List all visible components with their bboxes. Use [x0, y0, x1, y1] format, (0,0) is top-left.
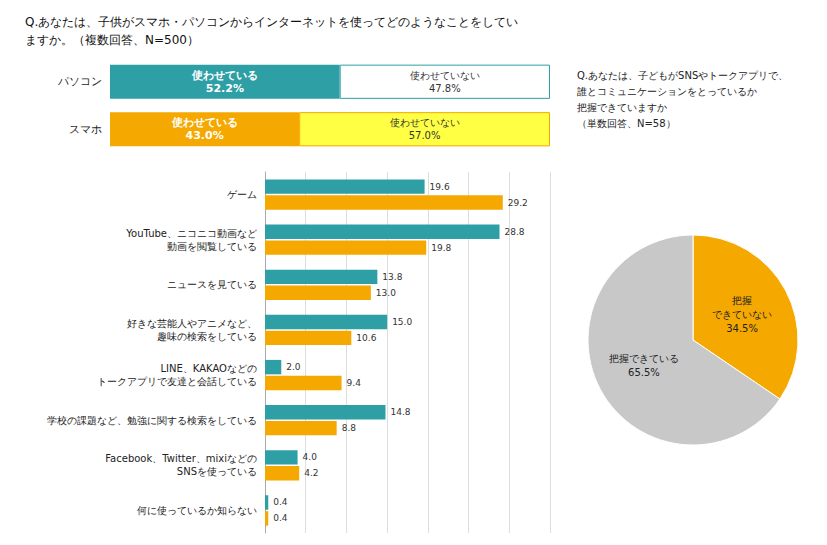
svg-text:34.5%: 34.5% — [726, 323, 758, 334]
svg-text:Q.あなたは、子どもがSNSやトークアプリで、: Q.あなたは、子どもがSNSやトークアプリで、 — [577, 70, 788, 81]
svg-text:LINE、KAKAOなどの: LINE、KAKAOなどの — [161, 363, 257, 374]
svg-text:4.0: 4.0 — [303, 452, 318, 462]
svg-text:把握できている: 把握できている — [609, 353, 679, 364]
svg-text:52.2%: 52.2% — [206, 82, 244, 95]
svg-text:4.2: 4.2 — [304, 468, 318, 478]
svg-text:9.4: 9.4 — [347, 378, 362, 388]
svg-text:2.0: 2.0 — [286, 362, 301, 372]
svg-text:スマホ: スマホ — [69, 123, 102, 136]
svg-text:把握: 把握 — [732, 295, 752, 306]
svg-text:47.8%: 47.8% — [429, 83, 461, 94]
svg-text:10.6: 10.6 — [356, 333, 376, 343]
svg-text:使わせている: 使わせている — [171, 116, 238, 129]
svg-text:65.5%: 65.5% — [628, 367, 660, 378]
svg-text:29.2: 29.2 — [508, 198, 528, 208]
svg-text:ニュースを見ている: ニュースを見ている — [167, 279, 257, 290]
svg-text:57.0%: 57.0% — [409, 130, 441, 141]
svg-text:13.0: 13.0 — [376, 288, 396, 298]
svg-text:SNSを使っている: SNSを使っている — [177, 466, 257, 477]
svg-text:できていない: できていない — [712, 309, 772, 320]
svg-text:15.0: 15.0 — [392, 317, 412, 327]
svg-text:19.6: 19.6 — [430, 182, 450, 192]
svg-text:使わせていない: 使わせていない — [410, 70, 480, 81]
svg-text:ゲーム: ゲーム — [227, 189, 257, 200]
svg-text:43.0%: 43.0% — [186, 129, 224, 142]
svg-text:好きな芸能人やアニメなど、: 好きな芸能人やアニメなど、 — [127, 318, 257, 329]
svg-text:（単数回答、N=58）: （単数回答、N=58） — [577, 118, 676, 129]
svg-text:誰とコミュニケーションをとっているか: 誰とコミュニケーションをとっているか — [577, 86, 757, 97]
svg-text:YouTube、ニコニコ動画など: YouTube、ニコニコ動画など — [125, 228, 257, 239]
svg-text:使わせている: 使わせている — [191, 69, 258, 82]
svg-text:0.4: 0.4 — [273, 497, 288, 507]
svg-text:0.4: 0.4 — [273, 513, 288, 523]
svg-text:8.8: 8.8 — [342, 423, 357, 433]
svg-text:13.8: 13.8 — [382, 272, 402, 282]
svg-text:Facebook、Twitter、mixiなどの: Facebook、Twitter、mixiなどの — [105, 453, 257, 464]
svg-text:使わせていない: 使わせていない — [390, 117, 460, 128]
svg-text:19.8: 19.8 — [431, 243, 451, 253]
svg-text:趣味の検索をしている: 趣味の検索をしている — [157, 331, 257, 342]
svg-text:学校の課題など、勉強に関する検索をしている: 学校の課題など、勉強に関する検索をしている — [47, 415, 257, 426]
svg-text:ますか。（複数回答、N=500）: ますか。（複数回答、N=500） — [25, 33, 199, 47]
svg-text:トークアプリで友達と会話している: トークアプリで友達と会話している — [97, 376, 257, 387]
svg-text:14.8: 14.8 — [391, 407, 411, 417]
svg-text:28.8: 28.8 — [505, 227, 525, 237]
svg-text:把握できていますか: 把握できていますか — [577, 102, 667, 113]
svg-text:パソコン: パソコン — [57, 75, 102, 88]
svg-text:Q.あなたは、子供がスマホ・パソコンからインターネットを使っ: Q.あなたは、子供がスマホ・パソコンからインターネットを使ってどのようなことをし… — [25, 15, 518, 29]
svg-text:動画を閲覧している: 動画を閲覧している — [167, 241, 257, 252]
svg-text:何に使っているか知らない: 何に使っているか知らない — [137, 505, 257, 516]
